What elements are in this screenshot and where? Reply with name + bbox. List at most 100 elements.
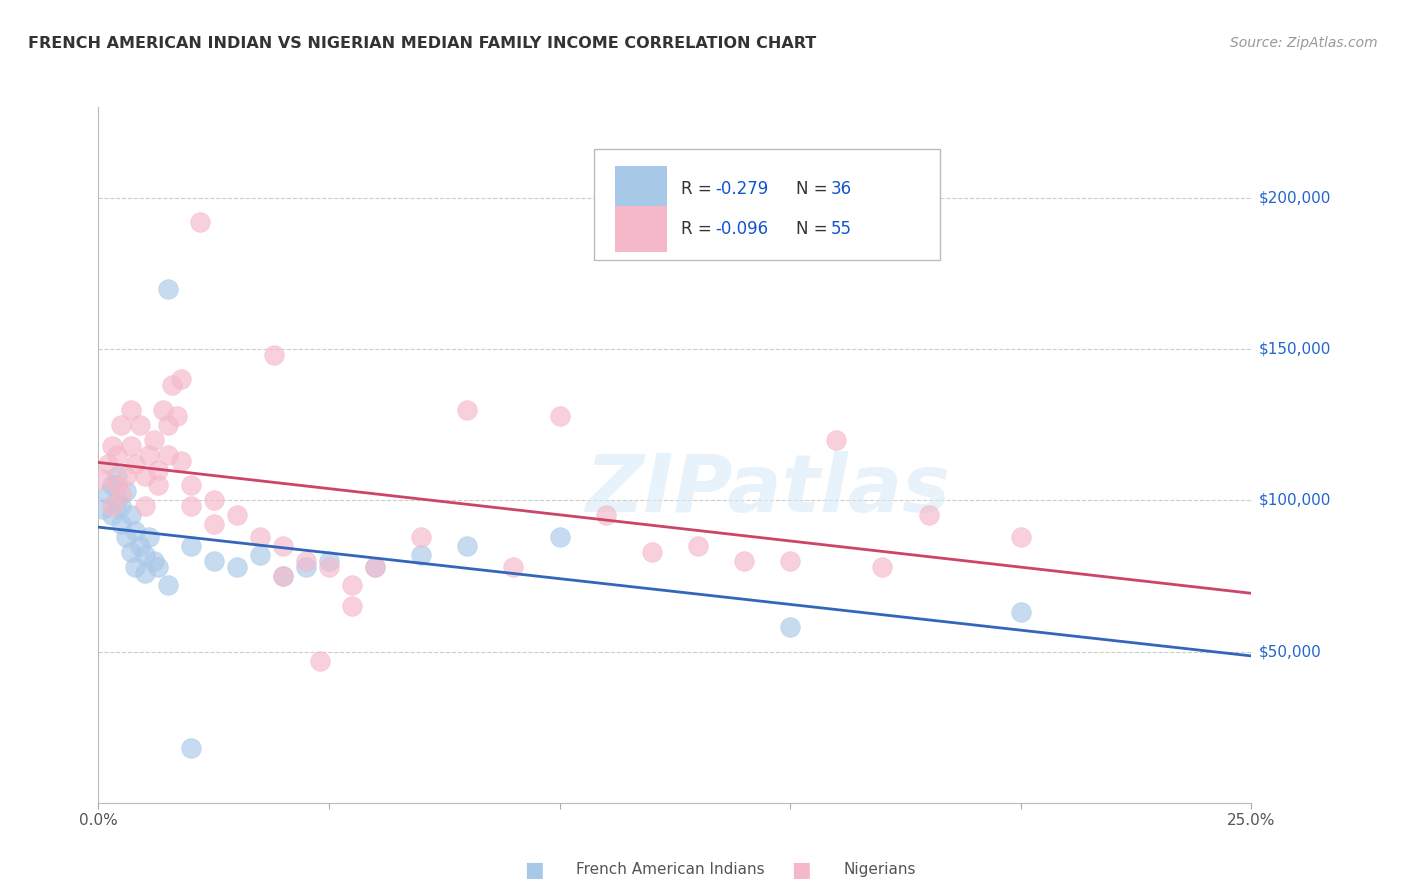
Point bbox=[142, 554, 165, 568]
Point bbox=[105, 448, 128, 462]
Point bbox=[641, 545, 664, 559]
Point bbox=[101, 439, 124, 453]
Point bbox=[180, 478, 202, 492]
Bar bbox=[614, 206, 666, 252]
Point bbox=[548, 530, 571, 544]
Point bbox=[872, 559, 894, 574]
Point bbox=[142, 433, 165, 447]
Text: N =: N = bbox=[796, 220, 832, 238]
Text: Nigerians: Nigerians bbox=[844, 863, 917, 877]
Point bbox=[188, 215, 211, 229]
Point bbox=[97, 487, 120, 501]
Text: 36: 36 bbox=[831, 180, 852, 198]
Point bbox=[180, 500, 202, 514]
Text: $200,000: $200,000 bbox=[1258, 190, 1330, 205]
Point bbox=[156, 578, 179, 592]
Point bbox=[129, 539, 152, 553]
Text: French American Indians: French American Indians bbox=[576, 863, 765, 877]
Point bbox=[124, 457, 146, 471]
Point bbox=[129, 417, 152, 432]
Point bbox=[456, 402, 478, 417]
Point bbox=[134, 548, 156, 562]
Point bbox=[156, 281, 179, 295]
Point bbox=[295, 559, 318, 574]
Point bbox=[97, 457, 120, 471]
Point bbox=[115, 530, 138, 544]
Text: ■: ■ bbox=[524, 860, 544, 880]
Text: Source: ZipAtlas.com: Source: ZipAtlas.com bbox=[1230, 36, 1378, 50]
Text: R =: R = bbox=[681, 180, 717, 198]
Text: $100,000: $100,000 bbox=[1258, 492, 1330, 508]
Point bbox=[295, 554, 318, 568]
Point bbox=[271, 539, 294, 553]
Point bbox=[271, 569, 294, 583]
Point bbox=[249, 530, 271, 544]
Point bbox=[340, 599, 363, 614]
Point bbox=[110, 500, 132, 514]
Point bbox=[364, 559, 387, 574]
Point bbox=[101, 508, 124, 523]
Point bbox=[105, 478, 128, 492]
Point bbox=[166, 409, 188, 423]
Point bbox=[318, 559, 340, 574]
Point bbox=[308, 654, 330, 668]
FancyBboxPatch shape bbox=[595, 149, 941, 260]
Point bbox=[138, 448, 160, 462]
Text: FRENCH AMERICAN INDIAN VS NIGERIAN MEDIAN FAMILY INCOME CORRELATION CHART: FRENCH AMERICAN INDIAN VS NIGERIAN MEDIA… bbox=[28, 36, 817, 51]
Point bbox=[110, 517, 132, 532]
Point bbox=[180, 741, 202, 756]
Point bbox=[138, 530, 160, 544]
Point bbox=[101, 500, 124, 514]
Point bbox=[364, 559, 387, 574]
Text: $150,000: $150,000 bbox=[1258, 342, 1330, 357]
Point bbox=[134, 566, 156, 580]
Text: ZIPatlas: ZIPatlas bbox=[585, 450, 949, 529]
Point bbox=[202, 493, 225, 508]
Point bbox=[225, 559, 247, 574]
Point bbox=[456, 539, 478, 553]
Point bbox=[502, 559, 524, 574]
Point bbox=[595, 508, 617, 523]
Point bbox=[120, 508, 142, 523]
Point bbox=[202, 517, 225, 532]
Text: $50,000: $50,000 bbox=[1258, 644, 1322, 659]
Text: R =: R = bbox=[681, 220, 717, 238]
Point bbox=[115, 484, 138, 499]
Text: 55: 55 bbox=[831, 220, 852, 238]
Point bbox=[156, 417, 179, 432]
Point bbox=[170, 372, 193, 386]
Point bbox=[134, 500, 156, 514]
Point bbox=[170, 454, 193, 468]
Point bbox=[825, 433, 848, 447]
Point bbox=[202, 554, 225, 568]
Point bbox=[91, 472, 114, 486]
Point bbox=[120, 545, 142, 559]
Point bbox=[156, 448, 179, 462]
Text: N =: N = bbox=[796, 180, 832, 198]
Point bbox=[134, 469, 156, 483]
Point bbox=[124, 524, 146, 538]
Point bbox=[1010, 530, 1032, 544]
Point bbox=[148, 559, 170, 574]
Point bbox=[779, 620, 801, 634]
Point bbox=[917, 508, 939, 523]
Point bbox=[148, 478, 170, 492]
Point bbox=[110, 487, 132, 501]
Point bbox=[263, 348, 285, 362]
Point bbox=[271, 569, 294, 583]
Point bbox=[249, 548, 271, 562]
Point bbox=[411, 530, 433, 544]
Point bbox=[733, 554, 755, 568]
Point bbox=[779, 554, 801, 568]
Point bbox=[120, 439, 142, 453]
Point bbox=[120, 402, 142, 417]
Point bbox=[411, 548, 433, 562]
Point bbox=[686, 539, 709, 553]
Point bbox=[180, 539, 202, 553]
Bar bbox=[614, 166, 666, 211]
Point bbox=[160, 378, 183, 392]
Point bbox=[105, 469, 128, 483]
Point bbox=[1010, 605, 1032, 619]
Point bbox=[124, 559, 146, 574]
Point bbox=[548, 409, 571, 423]
